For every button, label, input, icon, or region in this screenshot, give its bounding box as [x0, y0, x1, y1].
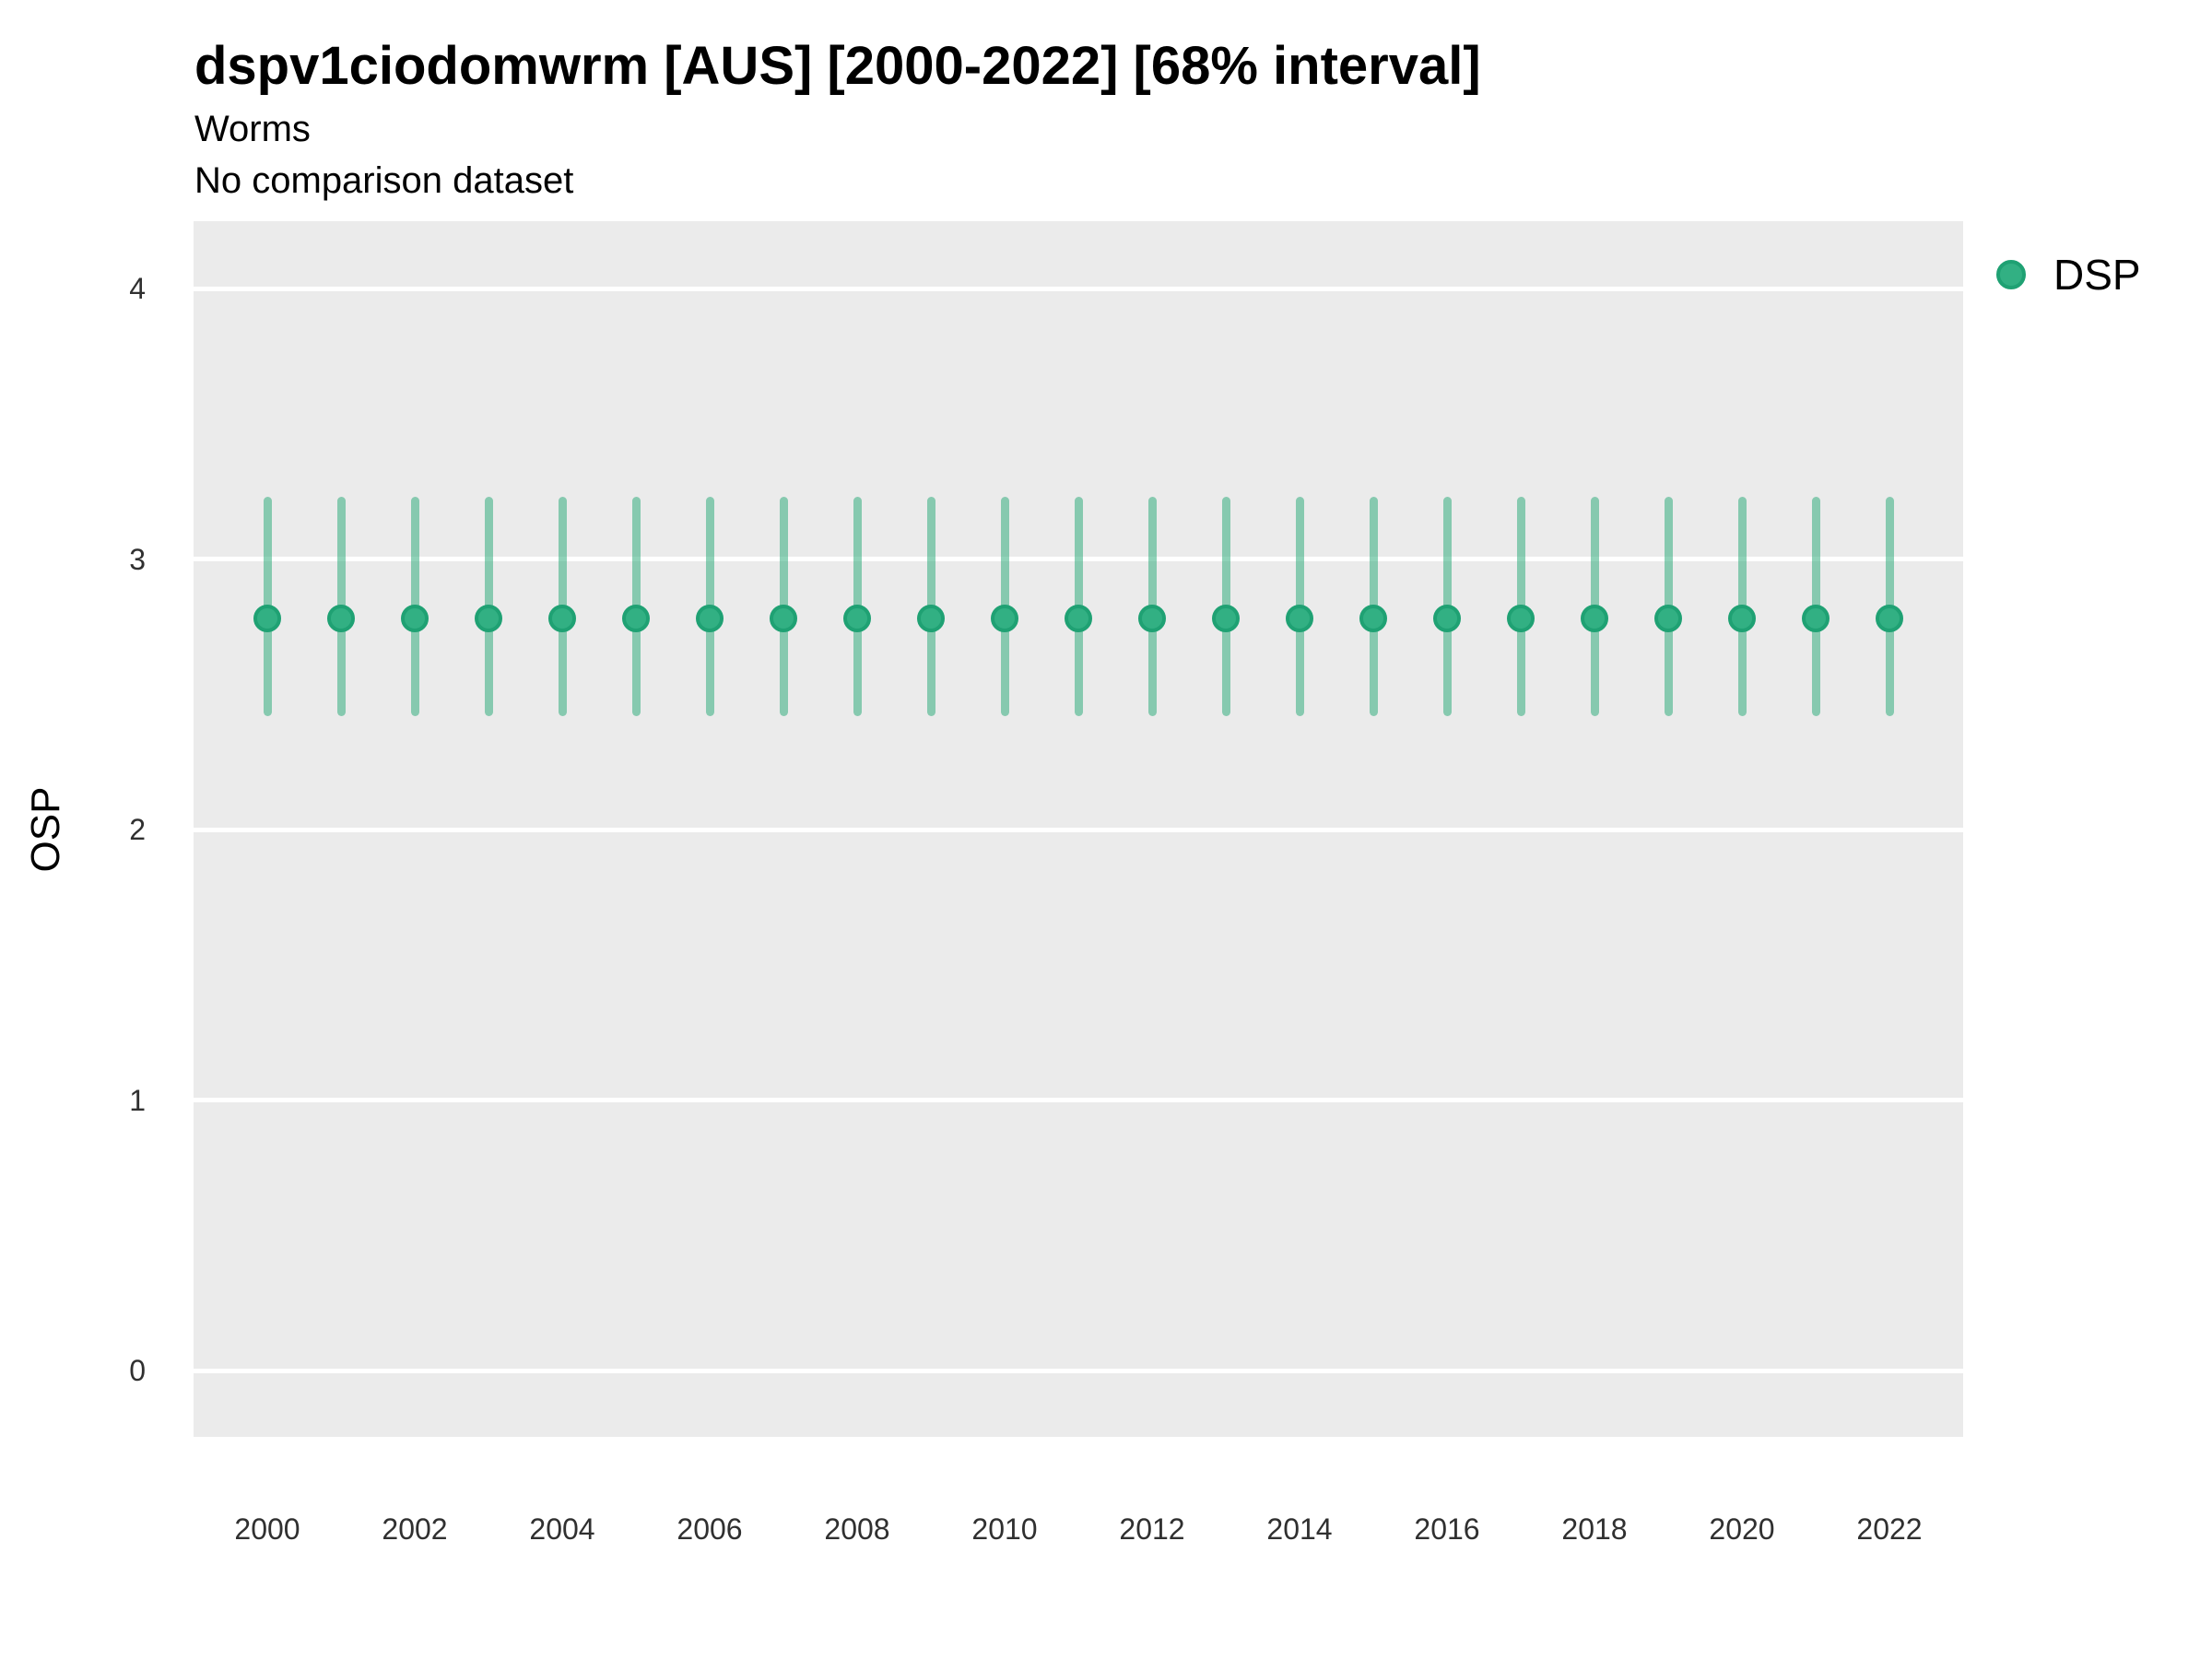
point-marker [1654, 605, 1682, 633]
point-marker [327, 605, 355, 633]
x-tick-label: 2022 [1856, 1512, 1923, 1546]
point-marker [1728, 605, 1756, 633]
x-tick-label: 2006 [677, 1512, 743, 1546]
point-marker [622, 605, 650, 633]
legend-item-label: DSP [2053, 251, 2141, 299]
point-marker [1359, 605, 1387, 633]
point-marker [1433, 605, 1461, 633]
point-marker [917, 605, 945, 633]
point-marker [1065, 605, 1092, 633]
comparison-note: No comparison dataset [194, 160, 574, 201]
chart-title: dspv1ciodomwrm [AUS] [2000-2022] [68% in… [194, 36, 1481, 96]
point-marker [1507, 605, 1535, 633]
major-gridline [194, 1368, 1963, 1373]
point-marker [843, 605, 871, 633]
y-tick-label: 3 [129, 542, 146, 576]
major-gridline [194, 1098, 1963, 1102]
point-marker [1876, 605, 1903, 633]
x-tick-label: 2020 [1709, 1512, 1775, 1546]
x-tick-label: 2008 [824, 1512, 890, 1546]
x-tick-label: 2000 [234, 1512, 300, 1546]
point-marker [770, 605, 797, 633]
legend-circle-icon [1996, 260, 2026, 289]
x-tick-label: 2014 [1266, 1512, 1333, 1546]
x-tick-label: 2016 [1414, 1512, 1480, 1546]
point-marker [1138, 605, 1166, 633]
point-marker [548, 605, 576, 633]
x-tick-label: 2012 [1119, 1512, 1185, 1546]
point-marker [1286, 605, 1313, 633]
y-tick-label: 1 [129, 1083, 146, 1117]
y-tick-label: 0 [129, 1354, 146, 1387]
point-marker [1212, 605, 1240, 633]
y-tick-label: 2 [129, 813, 146, 846]
y-axis-title: OSP [23, 786, 68, 873]
major-gridline [194, 286, 1963, 291]
point-marker [1581, 605, 1608, 633]
chart-subtitle: Worms [194, 109, 311, 149]
point-marker [475, 605, 502, 633]
x-tick-label: 2002 [382, 1512, 448, 1546]
x-tick-label: 2004 [529, 1512, 595, 1546]
point-marker [253, 605, 281, 633]
y-tick-label: 4 [129, 272, 146, 305]
plot-panel [194, 221, 1963, 1437]
point-marker [696, 605, 724, 633]
point-marker [991, 605, 1018, 633]
point-marker [401, 605, 429, 633]
x-tick-label: 2010 [971, 1512, 1038, 1546]
point-marker [1802, 605, 1830, 633]
major-gridline [194, 827, 1963, 832]
x-tick-label: 2018 [1561, 1512, 1628, 1546]
